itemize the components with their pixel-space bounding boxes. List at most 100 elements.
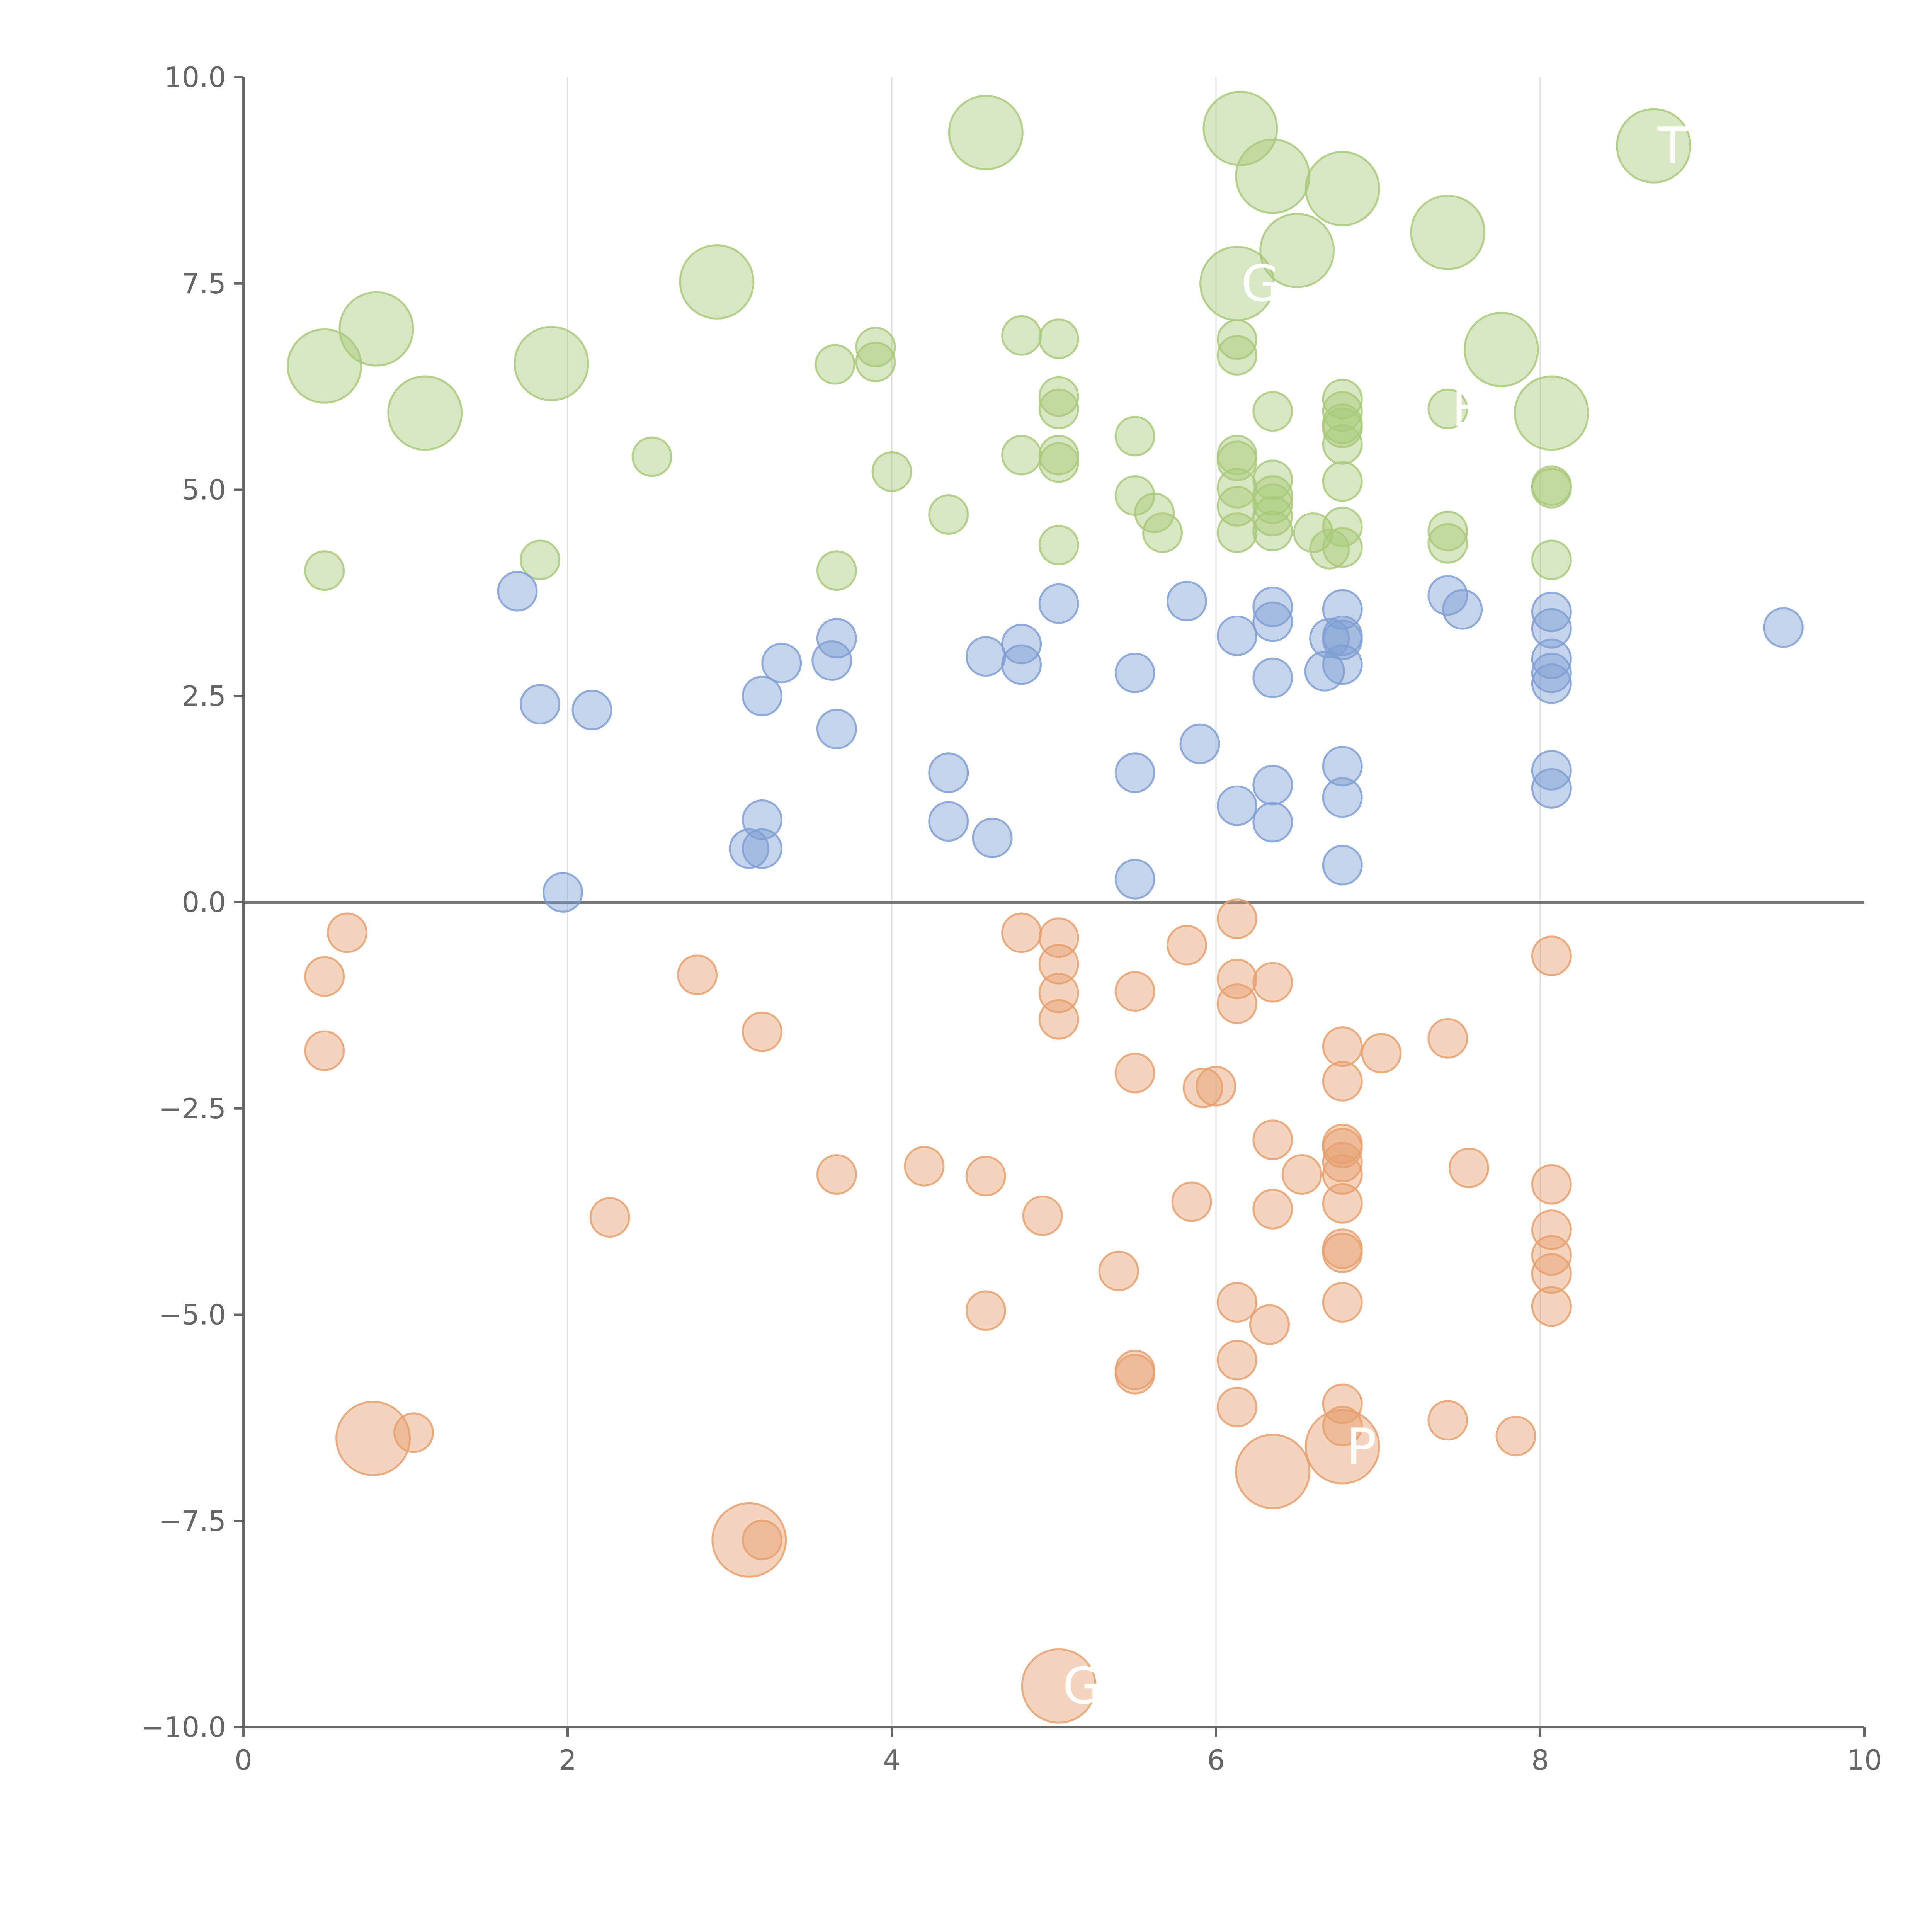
data-point-bottom [1196, 1066, 1236, 1107]
data-point-bottom [1098, 1250, 1139, 1291]
data-point-middle [928, 752, 969, 793]
data-point-top-small [1038, 442, 1079, 483]
x-tick-label: 2 [559, 1744, 577, 1776]
data-point-top-small [1309, 529, 1350, 570]
data-point-top-large [1202, 90, 1278, 166]
data-point-middle [1322, 777, 1363, 818]
data-point-top-small [1217, 468, 1258, 509]
data-point-middle [1114, 752, 1155, 793]
data-point-middle [1252, 765, 1293, 806]
data-point-bottom [1252, 1119, 1293, 1160]
data-point-bottom [1114, 971, 1155, 1012]
data-point-bottom [742, 1519, 782, 1560]
data-point-top-small [1038, 525, 1079, 566]
data-point-bottom [1322, 1142, 1363, 1183]
data-point-bottom [1427, 1400, 1468, 1441]
data-point-middle [1001, 624, 1042, 665]
y-tick-label: 5.0 [182, 474, 226, 506]
data-point-middle [1531, 750, 1572, 791]
data-point-bottom [1322, 1282, 1363, 1323]
data-point-bottom [393, 1412, 434, 1453]
data-point-middle [1114, 652, 1155, 693]
data-point-middle [1217, 615, 1258, 656]
data-point-top-small [816, 550, 857, 591]
data-point-top-small [1252, 459, 1293, 500]
data-point-bottom [1531, 935, 1572, 976]
data-point-bottom [816, 1154, 857, 1195]
point-annotation: B [1452, 379, 1486, 438]
data-point-middle [928, 801, 969, 842]
data-point-middle [1322, 619, 1363, 660]
ticks: 0 2 4 6 8 10 −10.0 −7.5 −5.0 −2.5 0.0 2.5 5.0 7.5 10.0 [141, 61, 1882, 1776]
data-point-bottom [965, 1290, 1006, 1331]
data-point-bottom [304, 956, 345, 997]
data-point-bottom [742, 1011, 782, 1052]
data-point-middle [729, 828, 770, 869]
y-tick-label: −2.5 [158, 1092, 226, 1125]
data-point-top-large [1514, 375, 1589, 451]
data-point-bottom [1038, 999, 1079, 1040]
data-point-bottom [1427, 1018, 1468, 1059]
y-tick-label: 0.0 [182, 886, 226, 918]
data-point-top-small [815, 344, 855, 385]
data-point-top-small [631, 436, 672, 477]
data-point-bottom [1001, 912, 1042, 953]
data-point-middle [497, 571, 538, 612]
data-point-top-large [1410, 194, 1486, 270]
data-point-bottom [1166, 925, 1207, 966]
data-point-top-large [1616, 108, 1692, 184]
data-point-middle [1763, 607, 1804, 648]
data-point-top-small [1252, 475, 1293, 516]
data-point-middle [571, 690, 612, 731]
data-point-middle [1217, 785, 1258, 826]
y-tick-label: −5.0 [158, 1299, 226, 1331]
data-point-top-small [1531, 468, 1572, 509]
data-point-middle [1531, 652, 1572, 693]
data-point-middle [1322, 644, 1363, 685]
data-point-top-small [1038, 376, 1079, 417]
point-annotation: P [1346, 1417, 1376, 1476]
data-point-top-small [1322, 407, 1363, 448]
data-point-top-small [1322, 391, 1363, 432]
data-point-bottom [1322, 1026, 1363, 1067]
data-point-top-small [1252, 391, 1293, 432]
data-point-top-small [1038, 388, 1079, 429]
data-point-top-small [1217, 335, 1258, 376]
data-point-middle [811, 640, 852, 681]
data-point-bottom [1531, 1235, 1572, 1276]
data-point-top-large [1304, 151, 1380, 226]
data-point-bottom [1217, 898, 1258, 939]
data-point-top-small [1252, 510, 1293, 551]
x-tick-label: 8 [1531, 1744, 1549, 1776]
data-point-bottom [1114, 1354, 1155, 1395]
data-point-middle [1531, 638, 1572, 679]
data-point-bottom-large [1235, 1434, 1311, 1509]
data-point-middle [816, 709, 857, 750]
data-point-top-small [1531, 539, 1572, 580]
data-point-middle [1322, 746, 1363, 787]
data-point-bottom [1361, 1033, 1402, 1074]
y-tick-label: 7.5 [182, 267, 226, 300]
data-point-bottom [1217, 1387, 1258, 1428]
data-point-middle [1252, 657, 1293, 698]
data-point-bottom [1322, 1183, 1363, 1224]
data-point-top-small [1322, 461, 1363, 502]
data-point-bottom [1531, 1286, 1572, 1327]
data-point-bottom [1171, 1181, 1212, 1222]
data-point-bottom [1252, 962, 1293, 1003]
data-point-bottom [1281, 1154, 1322, 1195]
data-point-bottom [327, 912, 367, 953]
data-point-bottom [1322, 1232, 1363, 1273]
data-point-bottom [589, 1197, 630, 1238]
point-annotation: G [1241, 254, 1280, 313]
data-point-top-small [1001, 315, 1042, 356]
data-point-bottom-large [711, 1502, 787, 1578]
data-point-middle [742, 675, 782, 716]
data-point-top-small [1252, 496, 1293, 537]
data-point-top-small [1217, 512, 1258, 553]
data-point-bottom [1531, 1164, 1572, 1205]
data-point-bottom [904, 1146, 945, 1187]
data-point-middle [1531, 591, 1572, 632]
data-point-middle [1531, 608, 1572, 649]
